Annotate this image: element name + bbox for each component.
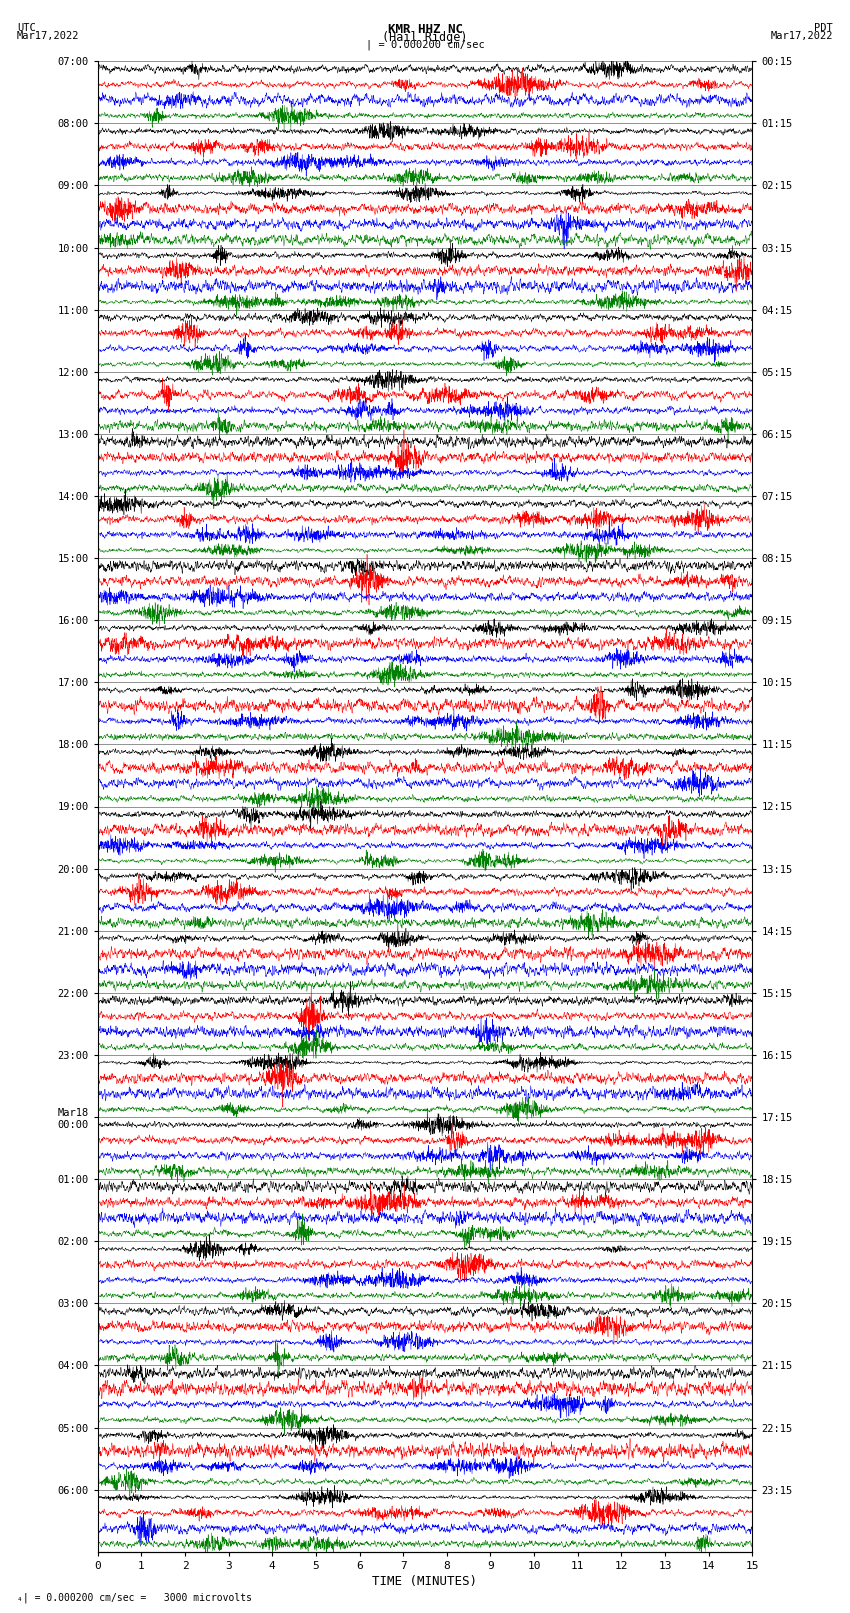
Text: UTC: UTC: [17, 24, 36, 34]
Text: ₄| = 0.000200 cm/sec =   3000 microvolts: ₄| = 0.000200 cm/sec = 3000 microvolts: [17, 1592, 252, 1603]
Text: KMR HHZ NC: KMR HHZ NC: [388, 24, 462, 37]
Text: (Hail Ridge): (Hail Ridge): [382, 31, 468, 45]
X-axis label: TIME (MINUTES): TIME (MINUTES): [372, 1574, 478, 1587]
Text: Mar17,2022: Mar17,2022: [17, 31, 80, 42]
Text: PDT: PDT: [814, 24, 833, 34]
Text: | = 0.000200 cm/sec: | = 0.000200 cm/sec: [366, 39, 484, 50]
Text: Mar17,2022: Mar17,2022: [770, 31, 833, 42]
